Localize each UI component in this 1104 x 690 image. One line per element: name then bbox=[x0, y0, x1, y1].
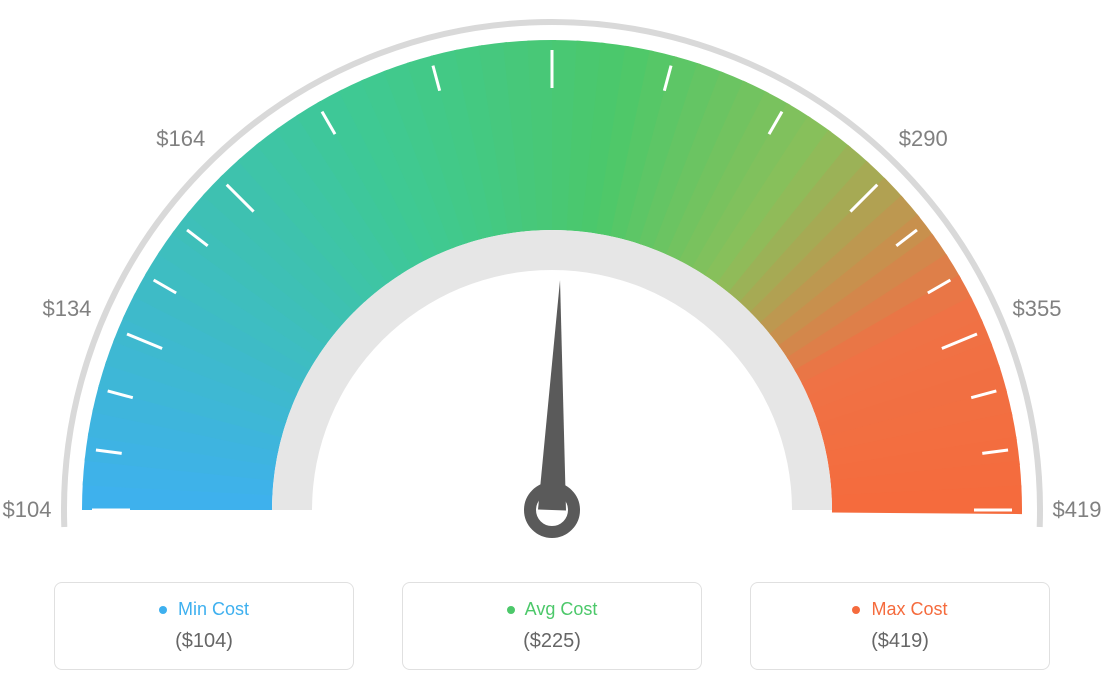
legend-max-dot bbox=[852, 606, 860, 614]
gauge-tick-label: $419 bbox=[1053, 497, 1102, 523]
legend-avg-dot bbox=[507, 606, 515, 614]
legend-min: Min Cost ($104) bbox=[54, 582, 354, 670]
gauge-tick-label: $104 bbox=[3, 497, 52, 523]
chart-container: $104$134$164$225$290$355$419 Min Cost ($… bbox=[0, 0, 1104, 690]
gauge-tick-label: $290 bbox=[899, 126, 948, 152]
legend-max-text: Max Cost bbox=[871, 599, 947, 619]
legend-min-label: Min Cost bbox=[75, 599, 333, 620]
legend-max-value: ($419) bbox=[771, 630, 1029, 653]
gauge-area: $104$134$164$225$290$355$419 bbox=[0, 0, 1104, 560]
legend-max: Max Cost ($419) bbox=[750, 582, 1050, 670]
legend-avg: Avg Cost ($225) bbox=[402, 582, 702, 670]
legend-min-text: Min Cost bbox=[178, 599, 249, 619]
legend-min-dot bbox=[159, 606, 167, 614]
gauge-tick-label: $164 bbox=[156, 126, 205, 152]
legend-avg-label: Avg Cost bbox=[423, 599, 681, 620]
legend: Min Cost ($104) Avg Cost ($225) Max Cost… bbox=[0, 582, 1104, 670]
legend-avg-value: ($225) bbox=[423, 630, 681, 653]
legend-avg-text: Avg Cost bbox=[525, 599, 598, 619]
legend-max-label: Max Cost bbox=[771, 599, 1029, 620]
legend-min-value: ($104) bbox=[75, 630, 333, 653]
gauge-tick-label: $134 bbox=[42, 296, 91, 322]
gauge-svg bbox=[0, 0, 1104, 560]
gauge-tick-label: $355 bbox=[1013, 296, 1062, 322]
